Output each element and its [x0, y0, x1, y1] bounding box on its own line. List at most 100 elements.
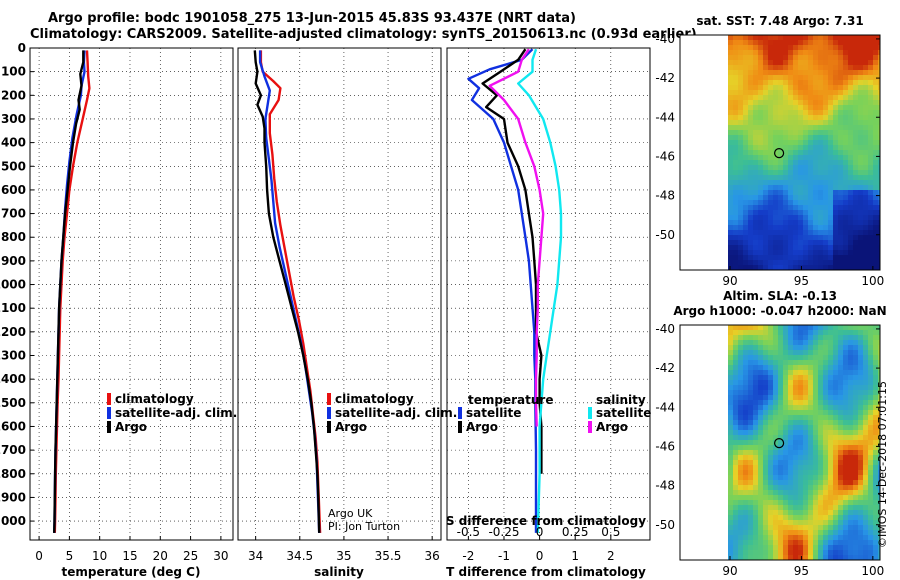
map-cell [858, 555, 863, 560]
map-cell [833, 480, 838, 485]
map-cell [728, 335, 733, 340]
map-cell [733, 85, 738, 90]
map-cell [863, 130, 868, 135]
map-cell [728, 425, 733, 430]
map-cell [803, 350, 808, 355]
map-cell [748, 175, 753, 180]
map-cell [798, 115, 803, 120]
map-cell [803, 330, 808, 335]
map-cell [758, 185, 763, 190]
map-cell [738, 85, 743, 90]
map-cell [868, 135, 873, 140]
map-cell [763, 520, 768, 525]
map-y-tick-label: -48 [655, 479, 675, 493]
map-cell [728, 510, 733, 515]
map-cell [748, 400, 753, 405]
map-cell [733, 255, 738, 260]
map-cell [743, 355, 748, 360]
map-cell [818, 420, 823, 425]
map-cell [728, 80, 733, 85]
map-cell [833, 100, 838, 105]
map-cell [783, 345, 788, 350]
map-cell [833, 400, 838, 405]
map-cell [823, 480, 828, 485]
map-cell [873, 105, 878, 110]
map-cell [808, 255, 813, 260]
map-cell [808, 130, 813, 135]
map-cell [763, 445, 768, 450]
map-cell [868, 420, 873, 425]
map-cell [828, 485, 833, 490]
map-cell [798, 460, 803, 465]
map-cell [803, 75, 808, 80]
map-cell [798, 230, 803, 235]
map-cell [773, 245, 778, 250]
map-cell [798, 370, 803, 375]
map-cell [833, 380, 838, 385]
map-cell [868, 190, 873, 195]
series-argo [53, 50, 85, 533]
x-tick-label: 0 [35, 549, 43, 563]
map-cell [803, 465, 808, 470]
map-cell [763, 185, 768, 190]
map-cell [803, 500, 808, 505]
temperature-legend: climatology satellite-adj. clim. Argo [107, 392, 237, 434]
map-cell [853, 185, 858, 190]
map-cell [863, 370, 868, 375]
map-cell [803, 215, 808, 220]
map-cell [843, 235, 848, 240]
map-cell [843, 495, 848, 500]
map-cell [863, 520, 868, 525]
map-cell [758, 505, 763, 510]
map-cell [833, 35, 838, 40]
map-cell [848, 370, 853, 375]
map-cell [733, 520, 738, 525]
map-cell [823, 465, 828, 470]
map-cell [768, 410, 773, 415]
map-cell [838, 250, 843, 255]
map-cell [848, 200, 853, 205]
map-cell [853, 420, 858, 425]
map-cell [733, 480, 738, 485]
map-cell [838, 60, 843, 65]
map-cell [783, 545, 788, 550]
map-cell [728, 445, 733, 450]
map-cell [798, 150, 803, 155]
map-cell [808, 125, 813, 130]
map-cell [753, 80, 758, 85]
map-cell [788, 530, 793, 535]
map-cell [793, 100, 798, 105]
map-cell [738, 40, 743, 45]
map-cell [763, 385, 768, 390]
map-cell [878, 220, 880, 225]
map-cell [728, 385, 733, 390]
map-cell [838, 95, 843, 100]
map-cell [803, 535, 808, 540]
map-cell [848, 360, 853, 365]
map-cell [748, 235, 753, 240]
map-cell [753, 480, 758, 485]
map-cell [763, 160, 768, 165]
map-cell [738, 450, 743, 455]
map-cell [748, 495, 753, 500]
map-cell [748, 40, 753, 45]
map-cell [828, 40, 833, 45]
map-cell [818, 170, 823, 175]
map-cell [773, 340, 778, 345]
map-cell [843, 530, 848, 535]
map-cell [763, 130, 768, 135]
map-cell [838, 265, 843, 270]
map-cell [773, 105, 778, 110]
map-cell [748, 195, 753, 200]
map-cell [768, 90, 773, 95]
map-cell [843, 430, 848, 435]
map-cell [758, 540, 763, 545]
map-cell [843, 135, 848, 140]
map-cell [798, 430, 803, 435]
map-cell [848, 345, 853, 350]
map-cell [763, 470, 768, 475]
map-cell [758, 135, 763, 140]
map-cell [773, 50, 778, 55]
map-cell [878, 485, 880, 490]
map-cell [778, 125, 783, 130]
